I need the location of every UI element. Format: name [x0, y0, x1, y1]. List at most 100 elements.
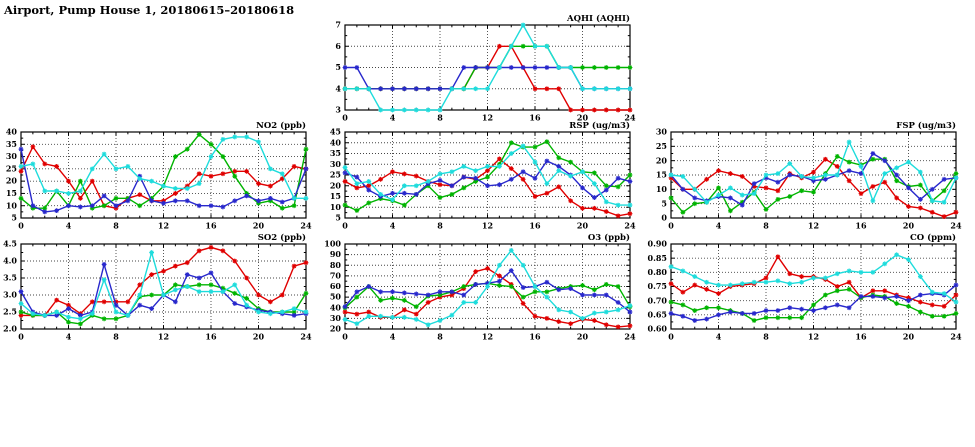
y-tick-label: 20: [330, 180, 342, 190]
chart-title: O3 (ppb): [588, 232, 630, 243]
y-tick-label: 4.0: [3, 256, 17, 266]
x-tick-label: 12: [808, 332, 819, 342]
x-tick-label: 20: [253, 332, 265, 342]
x-tick-label: 0: [342, 113, 348, 123]
y-tick-label: 25: [656, 141, 667, 151]
chart-aqhi: AQHI (AQHI) 3 4 5 6 7 0 4 8 12 16 20 24: [315, 11, 638, 131]
x-tick-label: 4: [716, 221, 722, 231]
y-tick-label: 35: [330, 148, 341, 158]
y-tick-label: 40: [330, 137, 342, 147]
x-tick-label: 0: [342, 221, 348, 231]
y-tick-label: 10: [6, 200, 18, 210]
y-tick-label: 25: [330, 170, 341, 180]
y-tick-label: 40: [330, 302, 342, 312]
aqhi-series-red-markers: [342, 43, 633, 113]
so2-series-red-line: [21, 246, 307, 317]
y-tick-label: 0.85: [648, 253, 667, 263]
chart-fsp: FSP (ug/m3) 0 5 10 15 20 25 30 0 4 8 12 16 20 24: [641, 118, 964, 239]
x-tick-label: 0: [342, 332, 348, 342]
x-tick-label: 4: [66, 332, 72, 342]
fsp-series-green-markers: [668, 153, 959, 215]
y-tick-label: 40: [6, 127, 18, 137]
x-tick-label: 24: [624, 332, 636, 342]
x-tick-label: 0: [18, 332, 24, 342]
x-tick-label: 24: [300, 332, 312, 342]
y-tick-label: 60: [330, 281, 342, 291]
y-tick-label: 3.5: [3, 273, 17, 283]
y-tick-label: 20: [656, 155, 668, 165]
x-tick-label: 20: [577, 113, 589, 123]
chart-title: CO (ppm): [910, 232, 956, 243]
y-tick-label: 2.0: [3, 324, 17, 334]
no2-plot: NO2 (ppb) 5 10 15 20 25 30 35 40 0 4 8 12 16 20 24: [6, 120, 312, 231]
x-tick-label: 16: [529, 221, 541, 231]
o3-series-cyan-markers: [342, 247, 633, 328]
y-tick-label: 20: [6, 176, 18, 186]
chart-no2: NO2 (ppb) 5 10 15 20 25 30 35 40 0 4 8 12 16 20 24: [0, 118, 314, 239]
y-tick-label: 15: [330, 191, 341, 201]
fsp-plot: FSP (ug/m3) 0 5 10 15 20 25 30 0 4 8 12 16 20 24: [656, 120, 962, 231]
y-tick-label: 0.60: [648, 324, 668, 334]
y-tick-label: 0.75: [648, 281, 667, 291]
aqhi-plot: AQHI (AQHI) 3 4 5 6 7 0 4 8 12 16 20 24: [335, 13, 636, 123]
x-tick-label: 4: [390, 113, 396, 123]
y-tick-label: 5: [661, 198, 667, 208]
no2-series-green-markers: [18, 132, 309, 211]
x-tick-label: 16: [205, 332, 217, 342]
page-title: Airport, Pump House 1, 20180615–20180618: [4, 3, 295, 17]
x-tick-label: 12: [158, 221, 169, 231]
y-tick-label: 5: [335, 62, 341, 72]
chart-title: SO2 (ppb): [258, 232, 306, 243]
x-tick-label: 24: [624, 221, 636, 231]
x-tick-label: 0: [668, 221, 674, 231]
y-tick-label: 100: [324, 239, 341, 249]
y-tick-label: 3: [335, 105, 341, 115]
no2-series-blue-markers: [18, 146, 309, 215]
chart-title: RSP (ug/m3): [569, 120, 630, 131]
x-tick-label: 24: [624, 113, 636, 123]
y-tick-label: 4: [335, 83, 341, 93]
x-tick-label: 16: [529, 332, 541, 342]
x-tick-label: 12: [482, 332, 493, 342]
y-tick-label: 5: [11, 213, 17, 223]
x-tick-label: 8: [113, 221, 119, 231]
fsp-series-cyan-markers: [668, 139, 959, 205]
y-tick-label: 0.90: [648, 239, 668, 249]
y-tick-label: 25: [6, 163, 17, 173]
x-tick-label: 4: [66, 221, 72, 231]
x-tick-label: 8: [437, 221, 443, 231]
x-tick-label: 12: [158, 332, 169, 342]
chart-title: NO2 (ppb): [256, 120, 306, 131]
y-tick-label: 20: [330, 324, 342, 334]
x-tick-label: 20: [577, 221, 589, 231]
y-tick-label: 0: [661, 213, 667, 223]
chart-o3: O3 (ppb) 20 30 40 50 60 70 80 90 100 0 4 8 12 16 20 24: [315, 230, 638, 350]
y-tick-label: 10: [330, 202, 342, 212]
y-tick-label: 30: [6, 151, 18, 161]
y-tick-label: 70: [330, 270, 342, 280]
y-tick-label: 35: [6, 139, 17, 149]
x-tick-label: 24: [950, 332, 962, 342]
x-tick-label: 8: [763, 332, 769, 342]
y-tick-label: 0.80: [648, 267, 668, 277]
chart-so2: SO2 (ppb) 2.0 2.5 3.0 3.5 4.0 4.5 0 4 8 12 16 20 24: [0, 230, 314, 350]
y-tick-label: 3.0: [3, 290, 17, 300]
y-tick-label: 0.65: [648, 309, 667, 319]
x-tick-label: 12: [808, 221, 819, 231]
x-tick-label: 4: [716, 332, 722, 342]
x-tick-label: 20: [253, 221, 265, 231]
chart-title: AQHI (AQHI): [566, 13, 630, 24]
x-tick-label: 8: [113, 332, 119, 342]
y-tick-label: 45: [330, 127, 341, 137]
y-tick-label: 0.70: [648, 295, 668, 305]
y-tick-label: 6: [335, 41, 341, 51]
aqhi-series-cyan-markers: [342, 22, 633, 113]
chart-co: CO (ppm) 0.60 0.65 0.70 0.75 0.80 0.85 0.90 0 4 8 1…: [641, 230, 964, 350]
x-tick-label: 4: [390, 221, 396, 231]
co-series-cyan-markers: [668, 252, 959, 305]
y-tick-label: 15: [656, 170, 667, 180]
so2-series-cyan-markers: [18, 250, 309, 322]
